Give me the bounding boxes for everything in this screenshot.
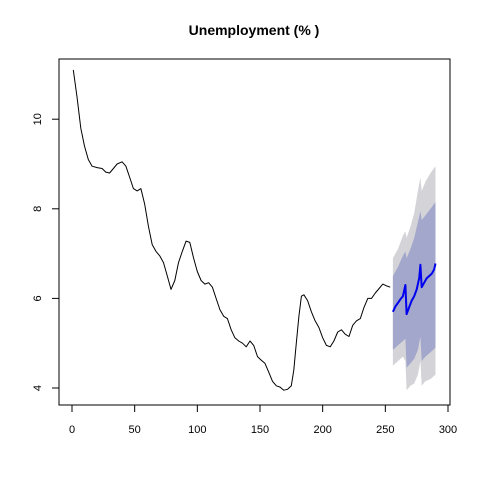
- x-axis: 0 50 100 150 200 250 300: [69, 405, 457, 436]
- x-tick-label: 250: [376, 424, 394, 436]
- x-tick-label: 50: [129, 424, 141, 436]
- history-line: [73, 70, 390, 390]
- y-tick-label: 4: [32, 385, 44, 391]
- y-tick-label: 10: [32, 113, 44, 125]
- y-tick-label: 8: [32, 206, 44, 212]
- x-tick-label: 200: [313, 424, 331, 436]
- chart-title: Unemployment (% ): [189, 22, 320, 38]
- plot-frame: [59, 59, 450, 405]
- x-tick-label: 0: [69, 424, 75, 436]
- x-tick-label: 150: [251, 424, 269, 436]
- forecast-bands: [393, 166, 436, 390]
- y-axis: 4 6 8 10: [32, 113, 59, 391]
- x-tick-label: 300: [439, 424, 457, 436]
- y-tick-label: 6: [32, 295, 44, 301]
- x-tick-label: 100: [188, 424, 206, 436]
- series-lines: [73, 70, 435, 390]
